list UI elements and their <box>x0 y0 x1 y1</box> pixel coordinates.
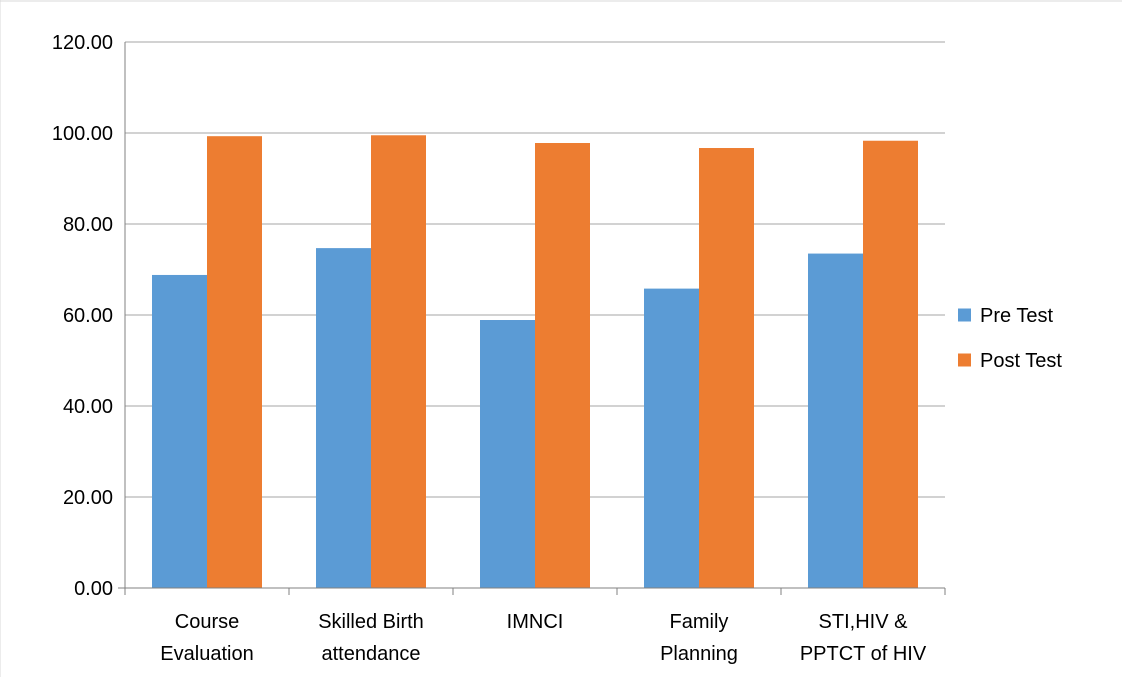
bar-post-test <box>535 143 590 588</box>
bars <box>152 135 918 589</box>
legend-label: Pre Test <box>980 305 1053 327</box>
axes <box>118 42 946 595</box>
x-category-label: PPTCT of HIV <box>800 643 927 665</box>
y-tick-label: 120.00 <box>52 32 113 54</box>
bar-pre-test <box>808 253 863 588</box>
y-axis-tick-labels: 0.00 20.00 40.00 60.00 80.00 100.00 120.00 <box>52 32 113 600</box>
x-category-label: STI,HIV & <box>819 611 909 633</box>
x-category-label: attendance <box>322 643 421 665</box>
bar-pre-test <box>644 288 699 588</box>
y-tick-label: 80.00 <box>63 214 113 236</box>
y-tick-label: 60.00 <box>63 305 113 327</box>
x-category-label: IMNCI <box>507 611 564 633</box>
y-tick-label: 40.00 <box>63 396 113 418</box>
bar-pre-test <box>152 274 207 588</box>
bar-post-test <box>699 148 754 588</box>
bar-post-test <box>371 135 426 588</box>
legend: Pre Test Post Test <box>958 305 1062 372</box>
y-tick-label: 20.00 <box>63 487 113 509</box>
x-category-label: Skilled Birth <box>318 611 424 633</box>
legend-label: Post Test <box>980 350 1062 372</box>
x-category-label: Family <box>670 611 729 633</box>
y-tick-label: 100.00 <box>52 123 113 145</box>
x-category-label: Evaluation <box>160 643 253 665</box>
bar-post-test <box>207 136 262 588</box>
y-tick-label: 0.00 <box>74 578 113 600</box>
legend-swatch <box>958 308 971 322</box>
bar-pre-test <box>480 320 535 588</box>
x-category-label: Planning <box>660 643 738 665</box>
x-category-label: Course <box>175 611 239 633</box>
bar-pre-test <box>316 248 371 589</box>
legend-swatch <box>958 353 971 367</box>
x-axis-category-labels: Course Evaluation Skilled Birth attendance I… <box>160 611 927 665</box>
bar-post-test <box>863 140 918 589</box>
